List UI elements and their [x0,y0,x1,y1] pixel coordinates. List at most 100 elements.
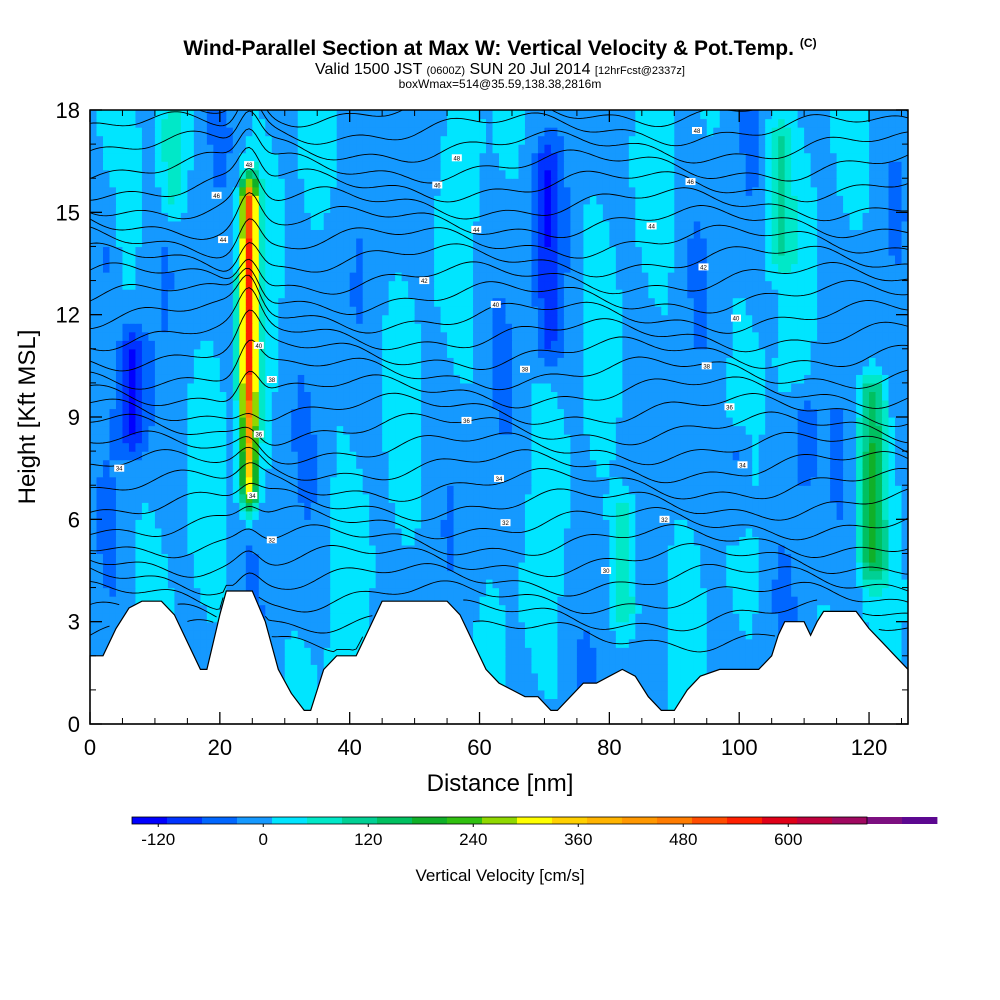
velocity-cell [180,544,188,555]
velocity-cell [388,570,396,580]
velocity-cell [284,417,292,427]
velocity-cell [745,655,753,665]
velocity-cell [388,391,396,401]
velocity-cell [602,561,610,572]
velocity-cell [589,399,597,410]
velocity-cell [239,408,247,418]
velocity-cell [115,613,124,623]
velocity-cell [115,459,124,469]
velocity-cell [589,638,597,648]
velocity-cell [206,579,214,589]
velocity-cell [200,519,208,529]
velocity-cell [349,604,357,614]
velocity-cell [804,536,812,546]
velocity-cell [654,561,662,572]
velocity-cell [135,570,143,580]
velocity-cell [739,476,747,486]
velocity-cell [135,536,143,546]
velocity-cell [511,630,520,640]
velocity-cell [466,459,474,469]
velocity-cell [654,391,662,401]
velocity-cell [499,468,507,478]
velocity-cell [200,442,208,452]
velocity-cell [421,519,429,529]
velocity-cell [628,527,636,537]
velocity-cell [706,536,714,546]
velocity-cell [349,536,357,546]
velocity-cell [537,485,546,495]
velocity-cell [252,519,260,529]
velocity-cell [414,459,422,469]
velocity-cell [505,553,513,563]
velocity-cell [524,510,533,520]
velocity-cell [531,519,539,529]
velocity-cell [700,485,708,495]
velocity-cell [791,476,799,486]
velocity-cell [810,468,818,478]
velocity-cell [661,596,669,606]
velocity-cell [680,647,688,657]
velocity-cell [369,493,377,503]
velocity-cell [641,579,649,589]
velocity-cell [239,434,247,444]
velocity-cell [330,638,338,648]
velocity-cell [408,476,416,486]
velocity-cell [732,442,740,452]
velocity-cell [265,399,273,410]
velocity-cell [193,638,201,648]
velocity-cell [570,502,578,512]
velocity-cell [200,621,208,631]
velocity-cell [849,553,857,563]
velocity-cell [576,587,584,597]
velocity-cell [628,579,636,589]
velocity-cell [693,553,701,563]
velocity-cell [661,561,669,572]
velocity-cell [122,425,130,435]
velocity-cell [343,647,351,657]
velocity-cell [830,408,838,418]
velocity-cell [570,570,578,580]
velocity-cell [602,630,610,640]
velocity-cell [258,451,266,461]
velocity-cell [830,451,838,461]
velocity-cell [323,485,331,495]
velocity-cell [654,613,662,623]
velocity-cell [706,647,714,657]
velocity-cell [473,434,481,444]
velocity-cell [96,451,104,461]
velocity-cell [193,613,201,623]
velocity-cell [596,579,604,589]
velocity-cell [122,434,130,444]
velocity-cell [700,502,708,512]
velocity-cell [200,579,208,589]
velocity-cell [706,638,714,648]
velocity-cell [161,544,169,555]
velocity-cell [518,451,526,461]
velocity-cell [602,434,610,444]
velocity-cell [680,672,688,682]
velocity-cell [486,442,494,452]
velocity-cell [297,621,305,631]
velocity-cell [817,408,825,418]
velocity-cell [583,451,591,461]
velocity-cell [576,579,584,589]
velocity-cell [674,647,682,657]
velocity-cell [375,425,383,435]
velocity-cell [602,544,610,555]
velocity-cell [687,613,695,623]
velocity-cell [771,613,779,623]
velocity-cell [310,553,318,563]
velocity-cell [511,664,520,674]
velocity-cell [843,391,851,401]
velocity-cell [726,527,734,537]
velocity-cell [836,579,844,589]
velocity-cell [297,502,305,512]
velocity-cell [356,544,364,555]
velocity-cell [719,459,727,469]
velocity-cell [791,408,799,418]
velocity-cell [609,485,617,495]
velocity-cell [635,647,643,657]
velocity-cell [258,502,266,512]
velocity-cell [726,408,734,418]
velocity-cell [330,519,338,529]
